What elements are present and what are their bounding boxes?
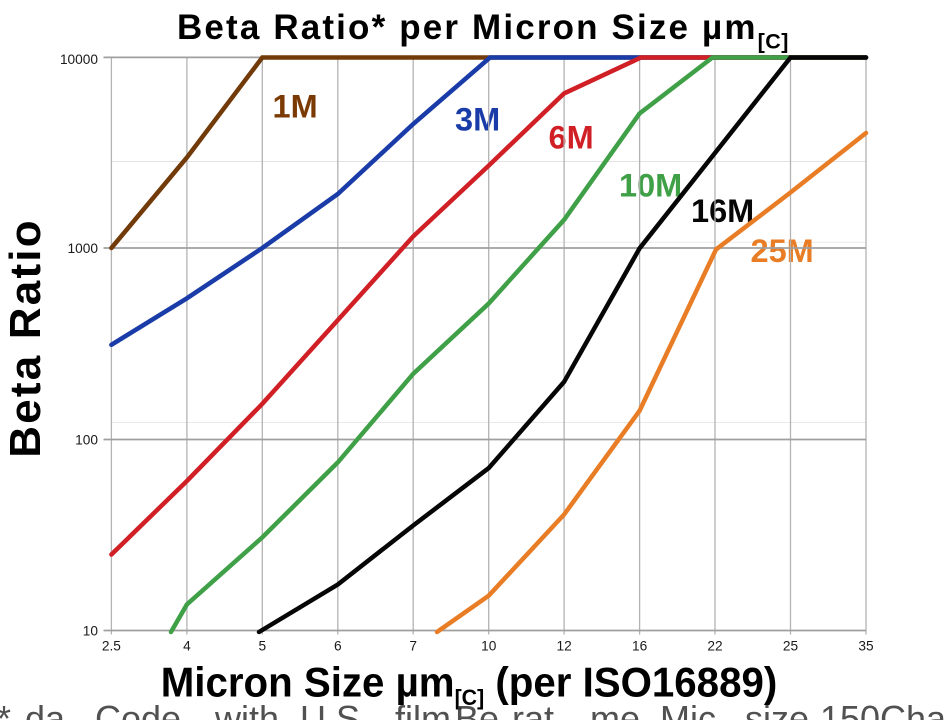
svg-text:10M: 10M <box>619 168 682 204</box>
svg-text:da: da <box>25 698 66 720</box>
svg-text:25: 25 <box>783 639 799 654</box>
svg-text:U.S: U.S <box>300 698 360 720</box>
svg-text:16: 16 <box>632 639 648 654</box>
svg-text:150: 150 <box>820 698 880 720</box>
svg-text:Code: Code <box>95 698 181 720</box>
svg-text:Beta Ratio* per Micron Size µm: Beta Ratio* per Micron Size µm[C] <box>177 8 789 54</box>
svg-text:10000: 10000 <box>60 52 98 67</box>
svg-text:size: size <box>745 698 809 720</box>
svg-text:10: 10 <box>83 623 99 638</box>
svg-text:*: * <box>0 698 11 720</box>
svg-text:12: 12 <box>556 639 571 654</box>
svg-text:1M: 1M <box>273 89 318 125</box>
svg-text:2.5: 2.5 <box>102 639 121 654</box>
svg-text:Mic: Mic <box>660 698 716 720</box>
svg-text:22: 22 <box>707 639 722 654</box>
svg-text:5: 5 <box>258 639 266 654</box>
svg-text:rat: rat <box>512 698 554 720</box>
svg-text:with: with <box>214 698 279 720</box>
svg-text:25M: 25M <box>751 233 814 269</box>
svg-text:me: me <box>590 698 640 720</box>
svg-text:Be: Be <box>455 698 499 720</box>
svg-text:7: 7 <box>409 639 417 654</box>
svg-text:Micron Size µm[C] (per ISO1688: Micron Size µm[C] (per ISO16889) <box>161 659 777 710</box>
svg-text:Beta Ratio: Beta Ratio <box>1 218 50 458</box>
svg-text:10: 10 <box>481 639 497 654</box>
svg-text:100: 100 <box>75 432 98 447</box>
svg-text:Cha: Cha <box>880 698 947 720</box>
svg-text:1000: 1000 <box>68 241 99 256</box>
svg-text:4: 4 <box>183 639 191 654</box>
svg-text:16M: 16M <box>691 193 754 229</box>
svg-text:6M: 6M <box>549 120 594 156</box>
svg-text:6: 6 <box>334 639 342 654</box>
svg-text:3M: 3M <box>455 102 500 138</box>
svg-text:film: film <box>395 698 451 720</box>
svg-text:35: 35 <box>858 639 874 654</box>
